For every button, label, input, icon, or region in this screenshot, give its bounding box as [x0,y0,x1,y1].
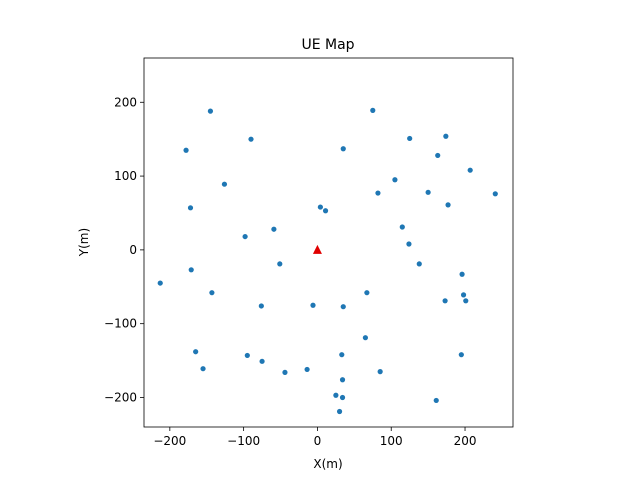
ue-point [322,208,329,214]
ue-point [187,205,194,211]
x-tick-label: 100 [380,434,403,448]
ue-point [392,177,398,183]
base-station-marker [312,244,322,254]
ue-point [416,261,422,267]
ue-point [399,224,405,230]
ue-point [377,369,383,375]
ue-point [209,290,215,296]
ue-point [244,352,250,359]
ue-point [459,271,465,277]
ue-point [340,304,346,310]
ue-point [458,352,464,358]
x-axis: −200 −100 0 100 200 [153,427,476,448]
x-tick-label: 0 [314,434,322,448]
ue-point [200,366,206,372]
ue-point [425,189,431,195]
ue-point [193,349,199,355]
ue-point [157,280,163,286]
y-tick-label: 100 [114,169,137,183]
ue-point [221,181,228,187]
ue-point [242,233,248,240]
ue-point [333,392,339,398]
ue-point [443,133,449,139]
x-tick-label: −200 [153,434,186,448]
ue-point [339,394,346,401]
ue-point [340,146,346,152]
ue-point [258,303,264,309]
ue-point [248,136,254,142]
y-tick-label: −200 [104,390,137,404]
ue-point [339,377,346,383]
ue-point [317,204,323,210]
axes-frame [143,57,514,428]
ue-point [407,135,413,142]
ue-point [467,167,473,173]
ue-point [460,292,467,298]
ue-point [339,352,345,358]
x-tick-label: 200 [454,434,477,448]
ue-point [188,267,194,273]
y-tick-label: −100 [104,317,137,331]
ue-point [259,358,265,364]
ue-point [282,369,288,375]
ue-point [445,202,451,208]
ue-point [406,241,412,247]
ue-point [370,107,376,113]
x-tick-label: −100 [227,434,260,448]
y-tick-label: 200 [114,95,137,109]
ue-point [336,408,343,415]
chart-title: UE Map [301,37,354,53]
ue-point [435,152,441,159]
ue-point [364,290,370,296]
ue-point [277,261,283,267]
ue-point [207,108,214,114]
y-axis-label: Y(m) [77,228,91,257]
x-axis-label: X(m) [313,457,342,471]
ue-point [183,147,189,153]
ue-point [463,298,469,304]
ue-point [310,302,316,308]
ue-point [304,366,310,373]
ue-point [442,298,448,304]
ue-point [375,190,381,196]
y-tick-label: 0 [129,243,137,257]
ue-point [492,191,498,197]
ue-point [362,335,368,341]
ue-point [433,397,439,404]
y-axis: −200 −100 0 100 200 [104,95,144,404]
ue-point [271,226,277,232]
plot-area [157,107,498,415]
